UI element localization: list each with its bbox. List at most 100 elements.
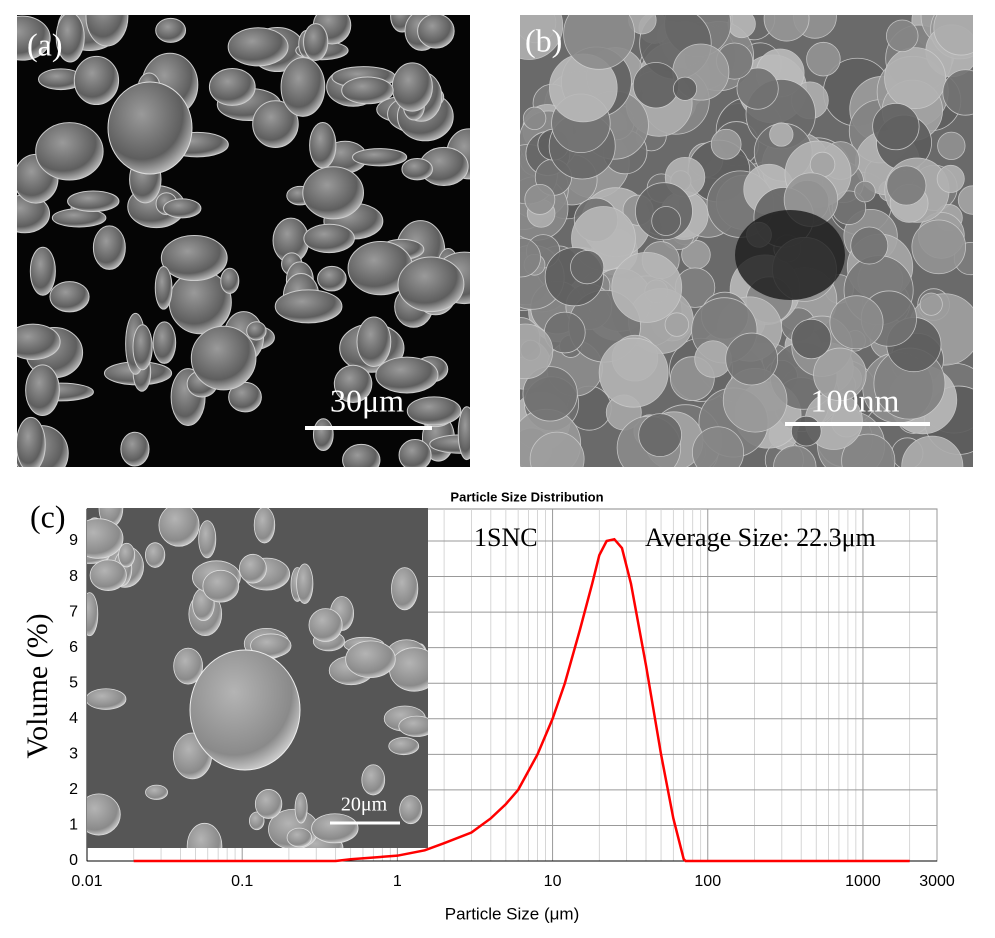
grain <box>529 431 585 467</box>
grain <box>911 219 966 275</box>
series-line <box>133 537 910 863</box>
particle <box>391 567 419 611</box>
particle <box>220 267 240 294</box>
y-tick-label: 6 <box>69 639 78 656</box>
panel-label: (a) <box>27 26 63 62</box>
grain <box>884 47 947 110</box>
scale-bar-label: 30μm <box>330 382 404 418</box>
grain <box>563 15 635 70</box>
particle <box>398 439 432 467</box>
grain <box>522 366 578 422</box>
particle <box>107 81 193 175</box>
particle <box>246 321 267 341</box>
particle <box>190 325 257 391</box>
y-tick-label: 5 <box>69 674 78 691</box>
grain <box>872 102 920 151</box>
particle <box>361 764 386 796</box>
particle <box>208 67 256 106</box>
particle <box>92 225 126 270</box>
particle <box>302 166 364 220</box>
particle <box>87 592 99 637</box>
particle <box>286 827 312 848</box>
grain <box>520 237 541 278</box>
grain <box>632 62 680 109</box>
grain <box>854 180 876 203</box>
particle <box>308 608 343 642</box>
particle <box>311 813 359 844</box>
grain <box>710 128 742 160</box>
grain <box>806 41 841 77</box>
particle <box>87 793 121 836</box>
grain <box>791 318 832 360</box>
particle <box>17 323 61 361</box>
grain <box>886 165 927 206</box>
panel-label: (b) <box>525 22 562 58</box>
particle <box>173 647 203 685</box>
y-tick-label: 0 <box>69 852 78 869</box>
particle <box>49 281 90 313</box>
particle <box>152 321 177 364</box>
particle <box>303 23 329 61</box>
grain <box>520 323 554 380</box>
y-tick-label: 3 <box>69 746 78 763</box>
grain <box>522 106 547 131</box>
grain <box>791 415 822 447</box>
x-tick-label: 3000 <box>919 873 955 890</box>
panel-label: (c) <box>30 498 66 534</box>
particle <box>317 265 347 292</box>
particle <box>67 190 120 212</box>
particle <box>401 158 433 181</box>
x-tick-label: 0.1 <box>231 873 253 890</box>
particle <box>254 789 283 819</box>
particle <box>274 289 343 324</box>
particle <box>145 542 166 568</box>
particle <box>118 542 136 568</box>
particle <box>294 792 308 824</box>
particle <box>17 15 51 61</box>
particle <box>333 364 373 403</box>
particle <box>158 508 200 547</box>
particle <box>280 57 326 117</box>
pore <box>735 210 845 300</box>
particle <box>154 266 173 310</box>
y-tick-label: 8 <box>69 568 78 585</box>
particle <box>55 15 85 63</box>
x-axis-label: Particle Size (μm) <box>445 904 579 923</box>
particle <box>186 822 223 848</box>
x-tick-label: 1000 <box>845 873 881 890</box>
grain <box>611 251 683 323</box>
particle <box>35 122 104 181</box>
grain <box>664 312 690 337</box>
annotation: Average Size: 22.3μm <box>645 523 876 552</box>
particle <box>89 559 127 591</box>
grain <box>763 15 810 42</box>
grain <box>919 292 943 316</box>
particle <box>399 795 423 825</box>
y-tick-label: 7 <box>69 603 78 620</box>
grain <box>957 185 973 215</box>
particle <box>342 443 381 467</box>
grain <box>570 250 605 285</box>
particle <box>303 223 355 254</box>
particle <box>398 715 428 737</box>
grain <box>672 76 698 101</box>
grain <box>524 183 556 215</box>
grain <box>769 122 794 147</box>
x-tick-label: 10 <box>544 873 562 890</box>
particle <box>341 76 394 105</box>
grain <box>725 332 779 386</box>
particle <box>17 416 46 467</box>
particle <box>87 518 124 559</box>
x-tick-label: 100 <box>694 873 721 890</box>
grain <box>520 15 564 60</box>
particle <box>417 15 455 49</box>
grain <box>933 15 973 56</box>
grain <box>942 69 973 116</box>
y-axis-label: Volume (%) <box>21 613 54 758</box>
x-tick-label: 1 <box>393 873 402 890</box>
particle <box>312 418 334 452</box>
particle <box>253 508 276 544</box>
chart-title: Particle Size Distribution <box>450 489 603 504</box>
